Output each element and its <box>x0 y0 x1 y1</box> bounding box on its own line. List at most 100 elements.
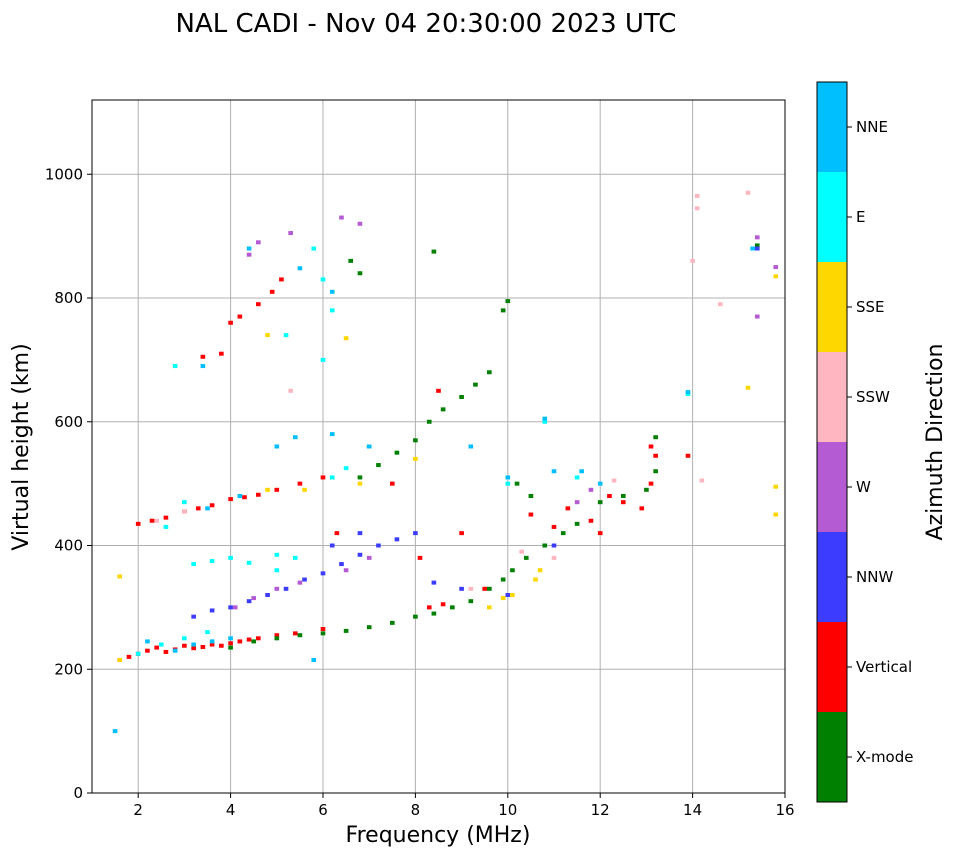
data-point-w <box>297 580 303 585</box>
data-point-x-mode <box>320 631 326 636</box>
data-point-vertical <box>620 500 626 505</box>
data-point-nne <box>551 469 557 474</box>
data-point-x-mode <box>357 475 363 480</box>
data-point-sse <box>487 605 492 610</box>
data-point-nne <box>579 469 585 474</box>
data-point-x-mode <box>487 370 492 375</box>
data-point-x-mode <box>528 494 534 498</box>
data-point-nne <box>366 444 372 449</box>
colorbar-segment <box>817 442 847 532</box>
data-point-x-mode <box>431 249 437 254</box>
data-point-x-mode <box>274 636 280 641</box>
data-point-e <box>135 651 141 656</box>
y-tick-label: 200 <box>54 660 83 678</box>
y-tick-label: 600 <box>54 413 83 431</box>
data-point-sse <box>302 487 307 492</box>
data-point-w <box>366 555 372 560</box>
data-point-vertical <box>256 636 261 641</box>
data-point-e <box>320 357 326 362</box>
x-tick-label: 14 <box>683 801 702 819</box>
x-axis-label: Frequency (MHz) <box>346 823 531 848</box>
data-point-vertical <box>639 506 645 511</box>
data-point-nnw <box>191 614 196 619</box>
data-point-sse <box>745 385 751 390</box>
data-point-x-mode <box>357 271 363 276</box>
data-point-nne <box>237 494 243 498</box>
colorbar-label: SSE <box>856 298 885 316</box>
data-point-x-mode <box>366 625 372 630</box>
data-point-ssw <box>694 206 700 211</box>
data-point-nnw <box>431 580 437 585</box>
data-point-nne <box>112 729 118 734</box>
data-point-x-mode <box>653 435 658 440</box>
data-point-e <box>182 636 187 641</box>
data-point-vertical <box>228 641 233 646</box>
data-point-ssw <box>690 258 695 263</box>
data-point-x-mode <box>376 463 381 468</box>
data-point-sse <box>773 274 779 279</box>
data-point-w <box>256 240 261 245</box>
data-point-vertical <box>292 631 298 636</box>
data-point-nne <box>597 481 603 486</box>
data-point-nnw <box>209 608 215 613</box>
data-point-e <box>274 568 280 573</box>
x-tick-label: 2 <box>133 801 143 819</box>
data-point-nnw <box>376 543 381 548</box>
data-point-vertical <box>219 643 224 648</box>
data-point-e <box>246 560 252 565</box>
data-point-vertical <box>274 633 280 638</box>
colorbar-segment <box>817 262 847 352</box>
data-point-vertical <box>436 388 441 393</box>
data-point-w <box>357 221 363 226</box>
data-point-vertical <box>200 644 206 649</box>
data-point-nne <box>311 657 317 662</box>
data-point-e <box>205 630 210 635</box>
data-point-nne <box>750 246 755 251</box>
data-point-vertical <box>320 475 326 480</box>
data-point-x-mode <box>514 481 520 486</box>
data-point-vertical <box>237 314 243 319</box>
plot-area <box>92 100 785 793</box>
data-point-e <box>163 524 169 529</box>
data-point-sse <box>413 456 418 461</box>
colorbar-segment <box>817 532 847 622</box>
data-point-vertical <box>200 354 206 359</box>
x-tick-label: 6 <box>318 801 328 819</box>
data-point-nne <box>205 506 210 511</box>
data-point-vertical <box>320 627 326 632</box>
data-point-nnw <box>505 593 511 597</box>
data-point-vertical <box>163 649 169 654</box>
data-point-e <box>158 642 164 647</box>
data-point-ssw <box>551 555 557 560</box>
data-point-nnw <box>413 531 418 536</box>
data-point-w <box>754 314 760 319</box>
data-point-x-mode <box>413 438 418 443</box>
colorbar-segment <box>817 622 847 712</box>
data-point-nne <box>297 266 303 271</box>
data-point-vertical <box>154 645 159 650</box>
data-point-ssw <box>611 478 617 483</box>
data-point-x-mode <box>644 487 649 492</box>
colorbar-label: NNE <box>856 118 888 136</box>
data-point-ssw <box>288 388 293 393</box>
data-point-x-mode <box>505 299 511 304</box>
data-point-sse <box>117 574 123 579</box>
data-point-vertical <box>228 320 233 325</box>
data-point-vertical <box>237 639 243 644</box>
data-point-e <box>542 419 548 424</box>
data-point-x-mode <box>440 407 446 412</box>
data-point-x-mode <box>413 614 418 619</box>
y-tick-label: 0 <box>73 784 83 802</box>
data-point-nne <box>468 444 474 449</box>
data-point-vertical <box>195 506 201 511</box>
data-point-sse <box>533 577 538 582</box>
data-point-w <box>339 215 344 220</box>
x-tick-label: 10 <box>498 801 517 819</box>
data-point-nnw <box>754 246 760 251</box>
data-point-w <box>232 605 238 610</box>
data-point-sse <box>500 596 506 601</box>
colorbar-label: E <box>856 208 865 226</box>
data-point-vertical <box>389 481 395 486</box>
data-point-vertical <box>551 524 557 529</box>
data-point-nne <box>228 636 233 641</box>
